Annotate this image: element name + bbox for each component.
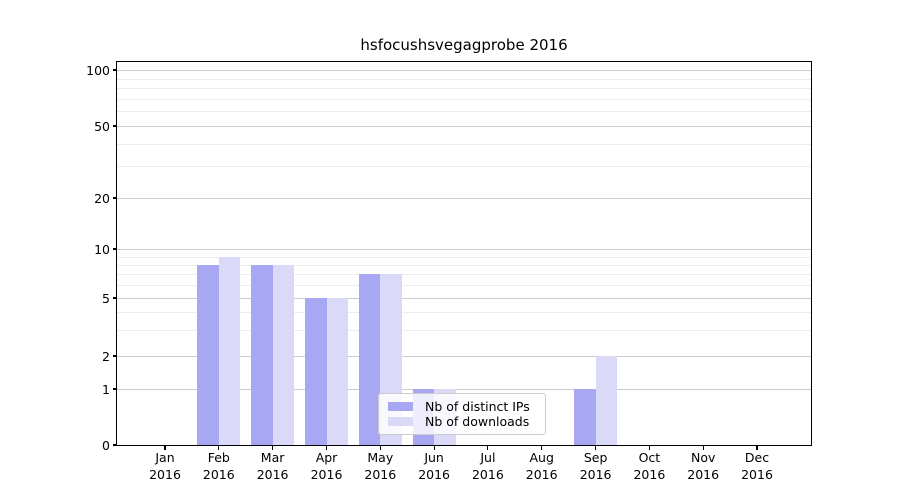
x-tick-mark [648, 446, 650, 450]
y-tick-label-100: 100 [86, 62, 110, 78]
x-tick-label-mar: Mar 2016 [256, 450, 289, 482]
legend-entry-distinct-ips: Nb of distinct IPs [388, 399, 536, 414]
bar-mar-distinct-ips [251, 264, 273, 445]
minor-gridline [117, 98, 811, 100]
major-gridline [117, 70, 811, 71]
y-tick-mark [112, 125, 117, 127]
minor-gridline [117, 78, 811, 80]
x-tick-label-dec: Dec 2016 [741, 450, 773, 482]
major-gridline [117, 389, 811, 390]
major-gridline [117, 356, 811, 357]
legend-swatch-downloads [388, 417, 413, 426]
plot-area [116, 61, 812, 446]
y-tick-label-5: 5 [102, 290, 110, 306]
x-tick-mark [325, 446, 328, 450]
x-tick-label-may: May 2016 [364, 450, 397, 482]
x-tick-label-jun: Jun 2016 [418, 450, 450, 482]
y-tick-label-10: 10 [94, 241, 110, 257]
y-tick-label-2: 2 [102, 348, 110, 364]
y-tick-mark [112, 69, 117, 71]
x-tick-label-sep: Sep 2016 [579, 450, 612, 482]
major-gridline [117, 126, 811, 127]
x-tick-mark [218, 446, 220, 450]
minor-gridline [117, 166, 811, 168]
bar-sep-distinct-ips [574, 389, 596, 445]
bar-feb-downloads [218, 256, 241, 445]
major-gridline [117, 198, 811, 199]
x-tick-mark [756, 446, 758, 450]
major-gridline [117, 298, 811, 299]
x-tick-label-aug: Aug 2016 [525, 450, 558, 482]
y-tick-mark [112, 355, 117, 357]
y-tick-mark [112, 388, 117, 390]
bar-may-distinct-ips [358, 274, 381, 445]
x-tick-mark [272, 446, 274, 450]
minor-gridline [117, 256, 811, 258]
legend-swatch-distinct-ips [388, 402, 413, 411]
legend-entry-downloads: Nb of downloads [388, 414, 536, 429]
y-tick-label-50: 50 [94, 118, 110, 134]
chart-title: hsfocushsvegagprobe 2016 [360, 36, 568, 54]
minor-gridline [117, 285, 811, 287]
minor-gridline [117, 88, 811, 89]
x-tick-mark [541, 446, 543, 450]
x-tick-mark [433, 446, 435, 450]
bar-apr-distinct-ips [305, 298, 327, 445]
x-tick-label-oct: Oct 2016 [633, 450, 666, 482]
minor-gridline [117, 330, 811, 332]
minor-gridline [117, 264, 811, 266]
bar-sep-downloads [595, 356, 618, 445]
bar-mar-downloads [272, 264, 295, 445]
x-tick-label-feb: Feb 2016 [202, 450, 235, 482]
major-gridline [117, 249, 811, 250]
minor-gridline [117, 312, 811, 314]
bar-apr-downloads [326, 298, 348, 445]
x-tick-label-apr: Apr 2016 [310, 450, 343, 482]
y-tick-mark [112, 444, 117, 446]
y-tick-label-20: 20 [94, 190, 110, 206]
legend-label-downloads: Nb of downloads [425, 414, 530, 429]
x-tick-label-jan: Jan 2016 [149, 450, 181, 482]
x-tick-label-jul: Jul 2016 [471, 450, 504, 482]
x-tick-mark [379, 446, 381, 450]
x-tick-label-nov: Nov 2016 [687, 450, 720, 482]
y-tick-label-1: 1 [102, 381, 110, 397]
bar-feb-distinct-ips [197, 264, 219, 445]
minor-gridline [117, 111, 811, 113]
y-tick-mark [112, 248, 117, 250]
x-tick-mark [595, 446, 597, 450]
y-tick-mark [112, 197, 117, 199]
x-tick-mark [487, 446, 489, 450]
legend: Nb of distinct IPs Nb of downloads [378, 393, 546, 435]
legend-label-distinct-ips: Nb of distinct IPs [425, 399, 530, 414]
x-tick-mark [702, 446, 704, 450]
x-tick-mark [164, 446, 166, 450]
y-tick-label-0: 0 [102, 437, 110, 453]
minor-gridline [117, 143, 811, 145]
minor-gridline [117, 274, 811, 276]
y-tick-mark [112, 297, 117, 299]
